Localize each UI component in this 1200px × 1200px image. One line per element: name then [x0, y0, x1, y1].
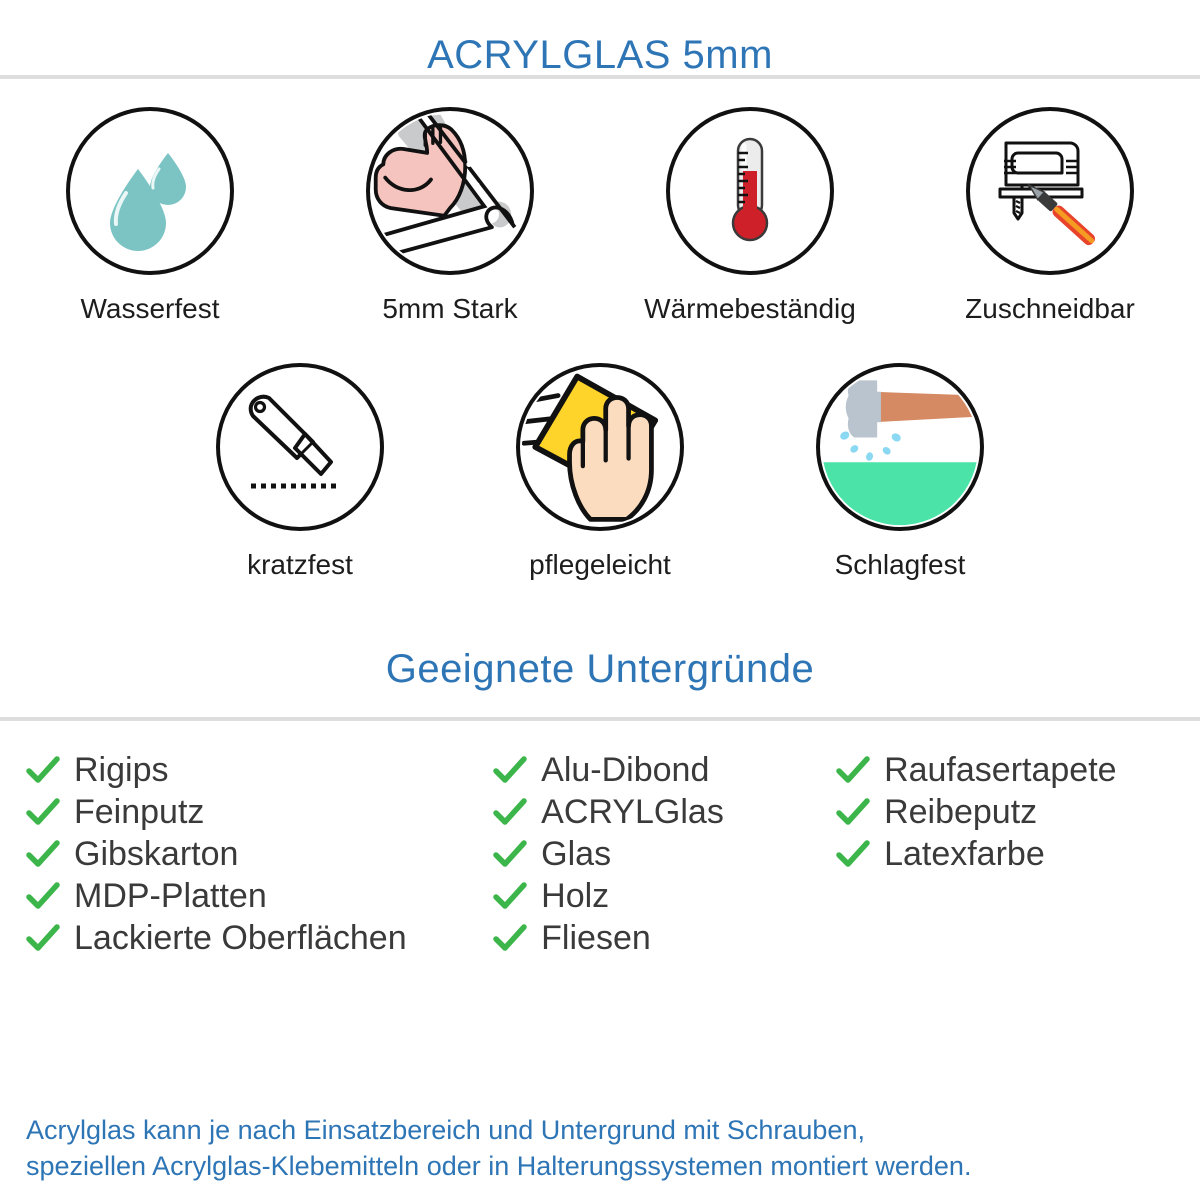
feature-label: kratzfest: [247, 549, 353, 580]
feature-icon-circle: [666, 107, 834, 275]
list-item-label: Lackierte Oberflächen: [74, 919, 407, 957]
check-icon: [836, 756, 870, 783]
feature-icon-circle: [516, 363, 684, 531]
check-icon: [493, 924, 527, 951]
feature-icon-circle: [816, 363, 984, 531]
check-icon: [493, 756, 527, 783]
water-drops-icon: [110, 153, 186, 251]
feature-5mm-stark[interactable]: 5mm Stark: [300, 107, 600, 325]
substrates-columns: Rigips Feinputz Gibskarton MDP-Platten L…: [26, 749, 1174, 959]
footer-note-line-2: speziellen Acrylglas-Klebemitteln oder i…: [26, 1151, 972, 1182]
check-icon: [836, 798, 870, 825]
list-item-label: ACRYLGlas: [541, 793, 724, 831]
divider-middle: [0, 717, 1200, 721]
substrates-title: Geeignete Untergründe: [385, 647, 815, 691]
thermometer-icon: [731, 137, 769, 242]
check-icon: [26, 798, 60, 825]
list-item[interactable]: Holz: [493, 875, 836, 917]
feature-wasserfest[interactable]: Wasserfest: [0, 107, 300, 325]
page-title: ACRYLGLAS 5mm: [427, 33, 773, 77]
list-item[interactable]: Feinputz: [26, 791, 493, 833]
check-icon: [26, 882, 60, 909]
substrates-column-1: Rigips Feinputz Gibskarton MDP-Platten L…: [26, 749, 493, 959]
features-section: Wasserfest: [0, 79, 1200, 581]
feature-icon-circle: [66, 107, 234, 275]
list-item-label: Feinputz: [74, 793, 205, 831]
list-item-label: Raufasertapete: [884, 751, 1117, 789]
list-item-label: Glas: [541, 835, 612, 873]
check-icon: [493, 798, 527, 825]
list-item[interactable]: Glas: [493, 833, 836, 875]
list-item-label: Latexfarbe: [884, 835, 1045, 873]
list-item[interactable]: Fliesen: [493, 917, 836, 959]
footer-note-line-1: Acrylglas kann je nach Einsatzbereich un…: [26, 1115, 865, 1145]
check-icon: [26, 924, 60, 951]
feature-zuschneidbar[interactable]: Zuschneidbar: [900, 107, 1200, 325]
list-item-label: Reibeputz: [884, 793, 1038, 831]
divider-top: [0, 75, 1200, 79]
hammer-impact-icon: [821, 380, 979, 526]
feature-icon-circle: [966, 107, 1134, 275]
feature-waermebestaendig[interactable]: Wärmebeständig: [600, 107, 900, 325]
list-item[interactable]: Lackierte Oberflächen: [26, 917, 493, 959]
hand-cloth-icon: [521, 373, 659, 522]
list-item[interactable]: Reibeputz: [836, 791, 1174, 833]
substrates-column-2: Alu-Dibond ACRYLGlas Glas Holz Fliesen: [493, 749, 836, 959]
list-item-label: Alu-Dibond: [541, 751, 710, 789]
feature-schlagfest[interactable]: Schlagfest: [750, 363, 1050, 581]
flexing-arm-icon: [373, 112, 517, 258]
feature-label: Schlagfest: [834, 549, 966, 580]
list-item[interactable]: Latexfarbe: [836, 833, 1174, 875]
list-item-label: Holz: [541, 877, 610, 915]
feature-kratzfest[interactable]: kratzfest: [150, 363, 450, 581]
list-item[interactable]: Rigips: [26, 749, 493, 791]
list-item[interactable]: Alu-Dibond: [493, 749, 836, 791]
jigsaw-cutter-icon: [998, 141, 1096, 246]
list-item[interactable]: MDP-Platten: [26, 875, 493, 917]
check-icon: [836, 840, 870, 867]
check-icon: [26, 756, 60, 783]
substrates-column-3: Raufasertapete Reibeputz Latexfarbe: [836, 749, 1174, 875]
list-item-label: MDP-Platten: [74, 877, 267, 915]
feature-label: pflegeleicht: [529, 549, 671, 580]
list-item-label: Rigips: [74, 751, 169, 789]
list-item[interactable]: ACRYLGlas: [493, 791, 836, 833]
check-icon: [26, 840, 60, 867]
feature-label: 5mm Stark: [382, 293, 518, 324]
check-icon: [493, 840, 527, 867]
list-item[interactable]: Raufasertapete: [836, 749, 1174, 791]
feature-label: Zuschneidbar: [965, 293, 1135, 324]
feature-row-2: kratzfest: [0, 363, 1200, 581]
feature-icon-circle: [366, 107, 534, 275]
feature-pflegeleicht[interactable]: pflegeleicht: [450, 363, 750, 581]
list-item-label: Gibskarton: [74, 835, 239, 873]
knife-scratch-icon: [248, 394, 341, 489]
list-item-label: Fliesen: [541, 919, 651, 957]
feature-icon-circle: [216, 363, 384, 531]
feature-row-1: Wasserfest: [0, 107, 1200, 325]
list-item[interactable]: Gibskarton: [26, 833, 493, 875]
footer-note: Acrylglas kann je nach Einsatzbereich un…: [26, 1112, 1190, 1185]
check-icon: [493, 882, 527, 909]
feature-label: Wärmebeständig: [644, 293, 856, 324]
feature-label: Wasserfest: [80, 293, 220, 324]
substrates-section: Rigips Feinputz Gibskarton MDP-Platten L…: [0, 721, 1200, 959]
